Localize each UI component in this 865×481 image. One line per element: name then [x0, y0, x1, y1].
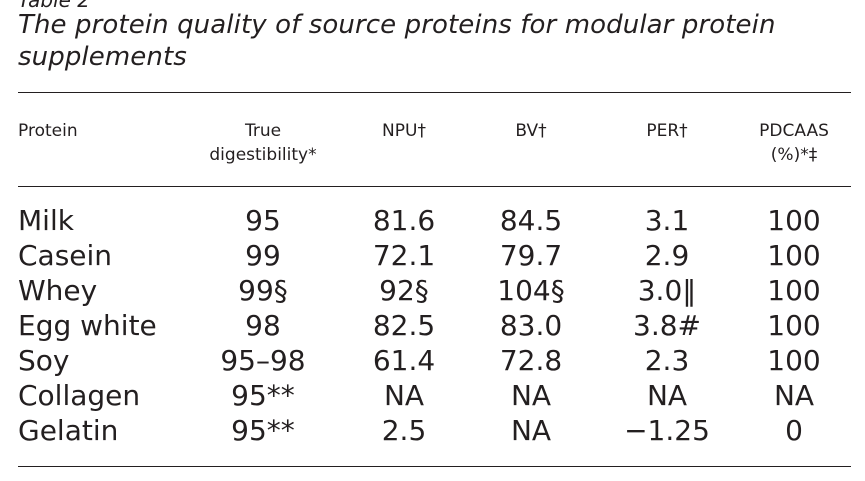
header-bv: BV†	[515, 121, 547, 141]
cell-true-digestibility: 95	[245, 204, 281, 237]
cell-pdcaas: 100	[767, 239, 821, 272]
cell-true-digestibility: 95–98	[220, 344, 306, 377]
cell-protein: Egg white	[18, 309, 157, 342]
cell-bv: 104§	[497, 274, 565, 307]
cell-per: NA	[646, 379, 688, 412]
cell-npu: 72.1	[372, 239, 436, 272]
cell-per: 3.8#	[633, 309, 701, 342]
table-number: Table 2	[18, 0, 91, 12]
cell-per: 2.3	[644, 344, 690, 377]
header-rule	[18, 186, 851, 187]
cell-true-digestibility: 98	[245, 309, 281, 342]
cell-bv: NA	[510, 414, 552, 447]
cell-true-digestibility: 95**	[231, 379, 295, 412]
cell-bv: NA	[510, 379, 552, 412]
cell-protein: Casein	[18, 239, 113, 272]
cell-per: 3.0‖	[637, 274, 697, 307]
header-true-digestibility: True digestibility*	[209, 121, 317, 165]
cell-protein: Soy	[18, 344, 70, 377]
cell-per: 3.1	[644, 204, 690, 237]
table-row: Whey 99§ 92§ 104§ 3.0‖ 100	[0, 273, 865, 308]
cell-protein: Collagen	[18, 379, 141, 412]
cell-bv: 83.0	[499, 309, 563, 342]
table-row: Gelatin 95** 2.5 NA −1.25 0	[0, 413, 865, 448]
cell-protein: Milk	[18, 204, 74, 237]
cell-protein: Gelatin	[18, 414, 119, 447]
cell-protein: Whey	[18, 274, 98, 307]
cell-npu: 82.5	[372, 309, 436, 342]
table-row: Egg white 98 82.5 83.0 3.8# 100	[0, 308, 865, 343]
table-caption: The protein quality of source proteins f…	[18, 10, 776, 72]
header-protein: Protein	[18, 121, 78, 141]
cell-true-digestibility: 99§	[238, 274, 288, 307]
cell-npu: NA	[383, 379, 425, 412]
cell-pdcaas: NA	[773, 379, 815, 412]
cell-pdcaas: 100	[767, 274, 821, 307]
cell-bv: 84.5	[499, 204, 563, 237]
cell-true-digestibility: 99	[245, 239, 281, 272]
cell-pdcaas: 100	[767, 204, 821, 237]
header-npu: NPU†	[382, 121, 426, 141]
header-per: PER†	[646, 121, 688, 141]
table-row: Soy 95–98 61.4 72.8 2.3 100	[0, 343, 865, 378]
table-row: Casein 99 72.1 79.7 2.9 100	[0, 238, 865, 273]
cell-per: 2.9	[644, 239, 690, 272]
header-pdcaas: PDCAAS (%)*‡	[759, 121, 829, 165]
table-row: Collagen 95** NA NA NA NA	[0, 378, 865, 413]
cell-pdcaas: 100	[767, 344, 821, 377]
cell-pdcaas: 0	[785, 414, 803, 447]
table-body: Milk 95 81.6 84.5 3.1 100 Casein 99 72.1…	[0, 203, 865, 448]
table-row: Milk 95 81.6 84.5 3.1 100	[0, 203, 865, 238]
cell-per: −1.25	[624, 414, 710, 447]
cell-pdcaas: 100	[767, 309, 821, 342]
bottom-rule	[18, 466, 851, 467]
top-rule	[18, 92, 851, 93]
cell-npu: 61.4	[372, 344, 436, 377]
cell-npu: 2.5	[381, 414, 427, 447]
cell-bv: 79.7	[499, 239, 563, 272]
cell-bv: 72.8	[499, 344, 563, 377]
cell-npu: 92§	[379, 274, 429, 307]
cell-npu: 81.6	[372, 204, 436, 237]
cell-true-digestibility: 95**	[231, 414, 295, 447]
